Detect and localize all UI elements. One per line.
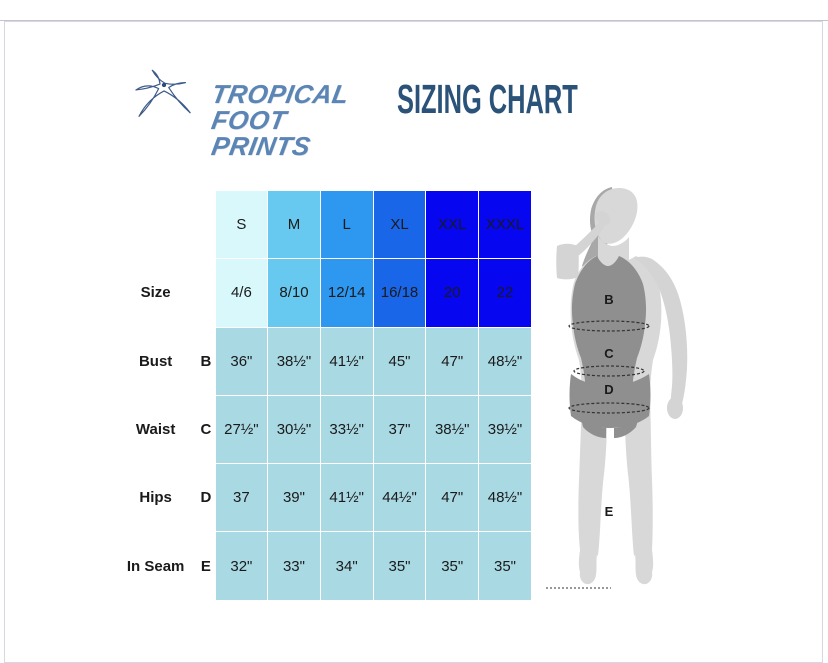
svg-text:B: B	[604, 292, 613, 307]
svg-text:E: E	[605, 504, 614, 519]
svg-text:C: C	[604, 346, 614, 361]
svg-text:D: D	[604, 382, 613, 397]
